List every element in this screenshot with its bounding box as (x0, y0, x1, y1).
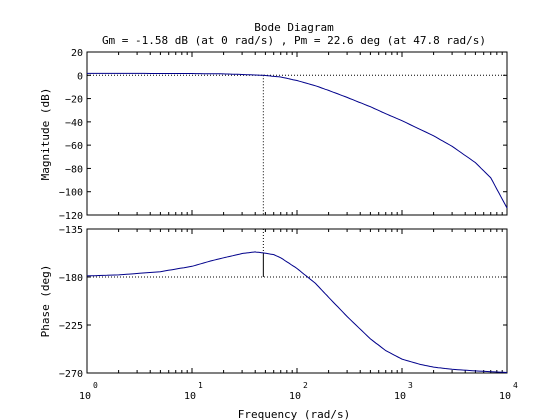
phase-series-line (86, 251, 508, 373)
frequency-tick-base: 10 (289, 391, 301, 402)
magnitude-ytick-label: −20 (65, 95, 83, 106)
frequency-tick-base: 10 (499, 391, 511, 402)
magnitude-y-ticks: 20 0 −20 −40 −60 −80 −100 −120 (59, 48, 507, 222)
frequency-axis-label: Frequency (rad/s) (238, 408, 351, 420)
magnitude-ytick-label: −40 (65, 118, 83, 129)
frequency-tick-exponent: 0 (93, 381, 98, 390)
frequency-tick-exponent: 3 (408, 381, 413, 390)
phase-ytick-label: −225 (59, 321, 83, 332)
magnitude-x-ticks (86, 52, 503, 215)
phase-ytick-label: −270 (59, 369, 83, 380)
chart-subtitle: Gm = -1.58 dB (at 0 rad/s) , Pm = 22.6 d… (102, 34, 486, 47)
phase-ytick-label: −180 (59, 273, 83, 284)
frequency-tick-exponent: 1 (198, 381, 203, 390)
frequency-tick-exponent: 2 (303, 381, 308, 390)
phase-axis-label: Phase (deg) (39, 265, 52, 338)
magnitude-series-line (87, 72, 508, 209)
frequency-tick-base: 10 (184, 391, 196, 402)
magnitude-ytick-label: −80 (65, 164, 83, 175)
frequency-tick-base: 10 (79, 391, 91, 402)
magnitude-axis-label: Magnitude (dB) (39, 88, 52, 181)
phase-y-ticks: −135 −180 −225 −270 (59, 225, 507, 380)
magnitude-plot-area (86, 51, 508, 216)
phase-panel: −135 −180 −225 −270 Phase (deg) (39, 225, 508, 380)
magnitude-ytick-label: −100 (59, 188, 83, 199)
magnitude-ytick-label: 0 (77, 71, 83, 82)
magnitude-panel: 20 0 −20 −40 −60 −80 −100 −120 Magnitude (dB) (39, 48, 508, 222)
frequency-tick-exponent: 4 (513, 381, 518, 390)
phase-plot-area (86, 228, 508, 374)
phase-ytick-label: −135 (59, 225, 83, 236)
magnitude-ytick-label: 20 (71, 48, 83, 59)
magnitude-ytick-label: −120 (59, 211, 83, 222)
frequency-tick-base: 10 (394, 391, 406, 402)
magnitude-ytick-label: −60 (65, 141, 83, 152)
phase-x-ticks (86, 229, 503, 373)
chart-title: Bode Diagram (254, 21, 334, 34)
